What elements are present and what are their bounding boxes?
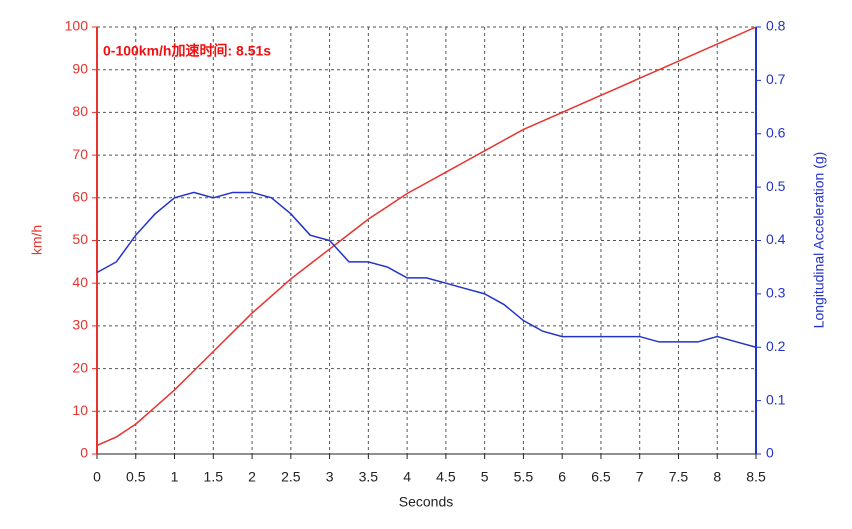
x-tick-label: 8.5 xyxy=(746,469,766,485)
y2-tick-label: 0.3 xyxy=(766,285,786,301)
x-tick-label: 2.5 xyxy=(281,469,301,485)
y2-tick-label: 0 xyxy=(766,445,774,461)
x-tick-label: 4.5 xyxy=(436,469,456,485)
y-tick-label: 100 xyxy=(65,18,89,34)
x-tick-label: 1 xyxy=(171,469,179,485)
y-tick-label: 60 xyxy=(72,189,88,205)
series-line xyxy=(96,26,757,447)
y2-axis-label: Longitudinal Acceleration (g) xyxy=(811,152,827,329)
x-axis-label: Seconds xyxy=(399,494,453,510)
y-tick-label: 0 xyxy=(80,445,88,461)
y-tick-label: 20 xyxy=(72,359,88,375)
y-tick-label: 80 xyxy=(72,103,88,119)
y2-tick-label: 0.7 xyxy=(766,71,786,87)
x-tick-label: 6.5 xyxy=(591,469,611,485)
x-tick-label: 8 xyxy=(713,469,721,485)
x-tick-label: 7.5 xyxy=(669,469,689,485)
chart-title: 0-100km/h加速时间: 8.51s xyxy=(103,43,271,59)
y-tick-label: 50 xyxy=(72,231,88,247)
x-tick-label: 7 xyxy=(636,469,644,485)
series-line xyxy=(96,191,757,348)
y2-tick-label: 0.8 xyxy=(766,18,786,34)
x-tick-label: 3.5 xyxy=(359,469,379,485)
y2-tick-label: 0.6 xyxy=(766,124,786,140)
y2-tick-label: 0.5 xyxy=(766,178,786,194)
x-tick-label: 2 xyxy=(248,469,256,485)
x-tick-label: 0 xyxy=(93,469,101,485)
x-tick-label: 6 xyxy=(558,469,566,485)
x-tick-label: 5.5 xyxy=(514,469,534,485)
x-tick-label: 4 xyxy=(403,469,411,485)
y-tick-label: 30 xyxy=(72,317,88,333)
y2-tick-label: 0.2 xyxy=(766,338,786,354)
x-tick-label: 3 xyxy=(326,469,334,485)
y-tick-label: 10 xyxy=(72,402,88,418)
y-tick-label: 70 xyxy=(72,146,88,162)
x-tick-label: 1.5 xyxy=(204,469,224,485)
x-tick-label: 0.5 xyxy=(126,469,146,485)
x-tick-label: 5 xyxy=(481,469,489,485)
y2-tick-label: 0.4 xyxy=(766,231,786,247)
y2-tick-label: 0.1 xyxy=(766,391,786,407)
y-tick-label: 40 xyxy=(72,274,88,290)
y-tick-label: 90 xyxy=(72,60,88,76)
y-axis-label: km/h xyxy=(29,225,45,255)
